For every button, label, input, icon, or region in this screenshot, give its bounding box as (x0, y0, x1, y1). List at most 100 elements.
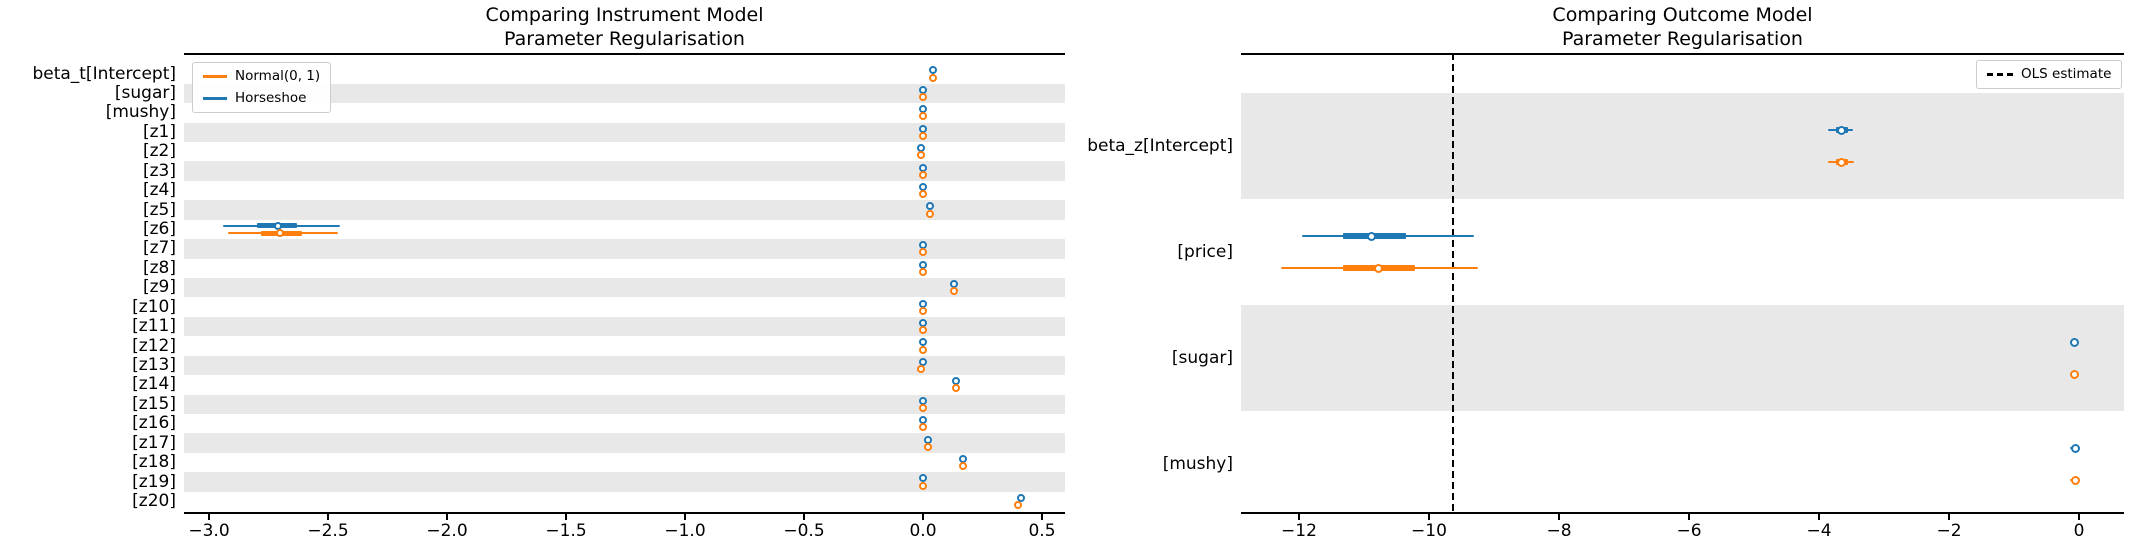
x-tick-mark (327, 513, 329, 520)
horseshoe-mean-marker (919, 163, 927, 172)
legend: OLS estimate (1976, 60, 2123, 89)
horseshoe-mean-marker (1016, 493, 1025, 502)
x-tick-label: −0.5 (783, 521, 825, 541)
y-axis-label: [z15] (132, 393, 176, 414)
plot-title: Comparing Outcome Model Parameter Regula… (1552, 4, 1813, 50)
orange-line-icon (203, 75, 227, 78)
horseshoe-mean-marker (919, 260, 927, 269)
y-axis-label: [z16] (132, 413, 176, 434)
normal-mean-marker (1014, 501, 1023, 510)
y-axis-label: [z13] (132, 354, 176, 375)
normal-mean-marker (923, 442, 932, 451)
x-axis-spine (1241, 512, 2124, 514)
horseshoe-mean-marker (919, 105, 927, 114)
horseshoe-mean-marker (926, 202, 935, 211)
normal-mean-marker (919, 306, 927, 315)
x-tick-mark (922, 513, 924, 520)
y-axis-label: [z8] (142, 257, 176, 278)
x-tick-mark (684, 513, 686, 520)
y-axis-label: [z18] (132, 452, 176, 473)
legend-entry-label: OLS estimate (2021, 66, 2112, 82)
y-axis-label: [sugar] (114, 82, 176, 103)
horseshoe-mean-marker (923, 435, 932, 444)
y-axis-label: [z9] (142, 277, 176, 298)
row-shade-band (184, 433, 1065, 453)
legend-entry: OLS estimate (1987, 67, 2111, 82)
legend-entry-label: Horseshoe (235, 90, 307, 106)
horseshoe-mean-marker (919, 338, 927, 347)
x-tick-label: −10 (1411, 521, 1447, 541)
x-tick-mark (2078, 513, 2080, 520)
x-tick-mark (1948, 513, 1950, 520)
horseshoe-mean-marker (919, 182, 927, 191)
normal-mean-marker (1373, 263, 1383, 273)
y-axis-label: [z3] (142, 160, 176, 181)
normal-mean-marker (919, 93, 927, 102)
legend-entry: Horseshoe (203, 91, 320, 106)
y-axis-label: [mushy] (105, 102, 176, 123)
top-spine (184, 53, 1065, 55)
horseshoe-mean-marker (919, 416, 927, 425)
x-tick-label: −2.0 (426, 521, 468, 541)
normal-mean-marker (916, 151, 925, 160)
row-shade-band (184, 161, 1065, 181)
x-tick-label: 0 (2073, 521, 2085, 541)
horseshoe-mean-marker (919, 318, 927, 327)
horseshoe-mean-marker (919, 396, 927, 405)
ols-estimate-vline (1451, 53, 1455, 512)
dashed-line-icon (1987, 73, 2013, 76)
x-tick-label: −2 (1936, 521, 1962, 541)
normal-mean-marker (928, 73, 937, 82)
x-tick-label: −6 (1676, 521, 1702, 541)
legend-entry-label: Normal(0, 1) (235, 68, 321, 84)
horseshoe-mean-marker (919, 85, 927, 94)
y-axis-label: [z5] (142, 199, 176, 220)
y-axis-label: [z12] (132, 335, 176, 356)
y-axis-label: [z7] (142, 238, 176, 259)
normal-mean-marker (2070, 475, 2080, 485)
x-tick-mark (1041, 513, 1043, 520)
row-shade-band (184, 122, 1065, 142)
x-tick-mark (1298, 513, 1300, 520)
normal-mean-marker (919, 112, 927, 121)
normal-mean-marker (949, 287, 958, 296)
row-shade-band (184, 83, 1065, 104)
x-tick-mark (1428, 513, 1430, 520)
horseshoe-mean-marker (919, 299, 927, 308)
y-axis-label: [z10] (132, 296, 176, 317)
x-tick-label: −4 (1806, 521, 1832, 541)
normal-mean-marker (919, 267, 927, 276)
horseshoe-mean-marker (928, 66, 937, 75)
y-axis-label: [z1] (142, 121, 176, 142)
y-axis-label: [price] (1177, 241, 1233, 262)
blue-line-icon (203, 97, 227, 100)
x-tick-label: −2.5 (307, 521, 349, 541)
normal-mean-marker (919, 403, 927, 412)
normal-mean-marker (919, 190, 927, 199)
row-shade-band (184, 278, 1065, 298)
x-tick-mark (1688, 513, 1690, 520)
x-tick-label: −8 (1546, 521, 1572, 541)
row-shade-band (184, 355, 1065, 376)
x-axis-spine (184, 512, 1065, 514)
y-axis-label: [z17] (132, 432, 176, 453)
x-tick-label: 0.5 (1028, 521, 1056, 541)
normal-mean-marker (919, 170, 927, 179)
normal-mean-marker (1837, 157, 1847, 167)
y-axis-label: [z2] (142, 141, 176, 162)
y-axis-label: [z19] (132, 471, 176, 492)
y-axis-label: [z11] (132, 316, 176, 337)
x-tick-mark (446, 513, 448, 520)
normal-mean-marker (919, 248, 927, 257)
plot-title: Comparing Instrument Model Parameter Reg… (485, 4, 764, 50)
row-shade-band (184, 472, 1065, 492)
x-tick-label: −12 (1281, 521, 1317, 541)
normal-mean-marker (926, 209, 935, 218)
normal-mean-marker (276, 229, 285, 238)
row-shade-band (184, 316, 1065, 337)
x-tick-mark (565, 513, 567, 520)
x-tick-label: −1.5 (545, 521, 587, 541)
x-tick-label: 0.0 (909, 521, 937, 541)
x-tick-label: −3.0 (188, 521, 230, 541)
